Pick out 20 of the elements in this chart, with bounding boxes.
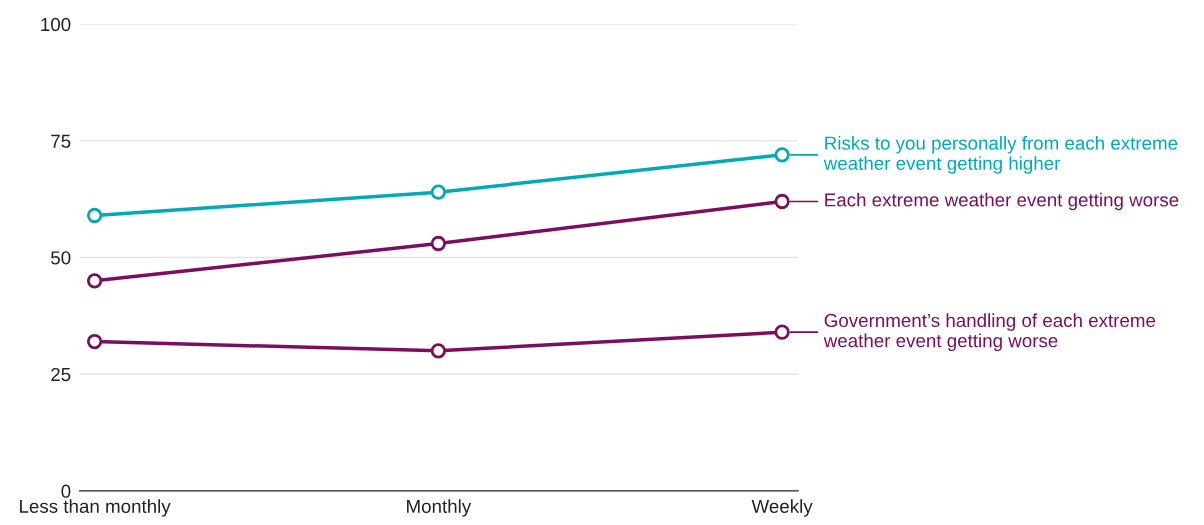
legend-label: Government’s handling of each extreme weather event getting worse [823,313,1156,352]
point [86,333,103,350]
point [774,324,790,340]
legend-label: Each extreme weather event getting worse [825,192,1179,211]
point [430,235,446,252]
point [86,273,103,289]
point [430,343,446,359]
y-tick-label: 0 [61,484,71,498]
point [774,193,790,210]
point [774,147,790,163]
y-tick-label: 100 [41,17,71,32]
y-tick-label: 25 [51,367,71,382]
y-tick-label: 50 [51,251,71,265]
point [86,207,103,224]
point [430,184,446,200]
y-tick-label: 75 [51,134,71,148]
x-tick-label: Weekly [751,499,813,517]
x-tick-label: Less than monthly [20,499,171,517]
legend-label: Risks to you personally from each extreme weather event getting higher [823,136,1178,174]
x-tick-label: Monthly [407,499,472,517]
